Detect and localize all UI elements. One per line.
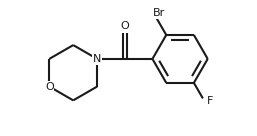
Text: O: O (121, 21, 129, 31)
Text: F: F (207, 96, 214, 106)
Text: Br: Br (153, 8, 165, 18)
Text: N: N (93, 54, 101, 64)
Text: O: O (45, 82, 54, 92)
